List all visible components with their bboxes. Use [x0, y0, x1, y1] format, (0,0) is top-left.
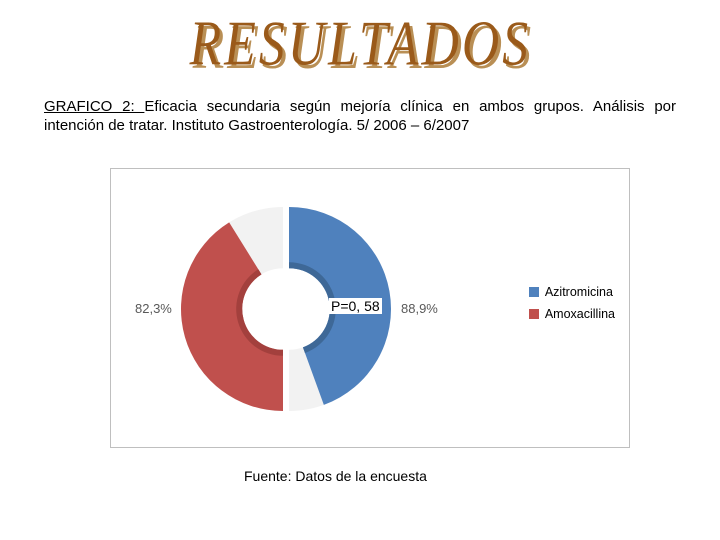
chart-area: 82,3% 88,9% P=0, 58 Azitromicina Amoxaci… [111, 169, 629, 447]
legend-label: Azitromicina [545, 285, 613, 299]
p-value-label: P=0, 58 [329, 298, 382, 314]
chart-caption: GRAFICO 2: Eficacia secundaria según mej… [44, 98, 676, 136]
legend-swatch [529, 309, 539, 319]
left-value-label: 82,3% [135, 301, 172, 316]
title-area: RESULTADOS [0, 0, 720, 72]
right-value-label: 88,9% [401, 301, 438, 316]
legend-item: Azitromicina [529, 285, 615, 299]
page-title: RESULTADOS [189, 7, 531, 80]
chart-frame: 82,3% 88,9% P=0, 58 Azitromicina Amoxaci… [110, 168, 630, 448]
legend-item: Amoxacillina [529, 307, 615, 321]
legend-label: Amoxacillina [545, 307, 615, 321]
donut-chart-svg [141, 179, 431, 439]
source-note: Fuente: Datos de la encuesta [244, 468, 427, 484]
legend: Azitromicina Amoxacillina [529, 285, 615, 329]
legend-swatch [529, 287, 539, 297]
caption-prefix: GRAFICO 2: [44, 98, 144, 115]
